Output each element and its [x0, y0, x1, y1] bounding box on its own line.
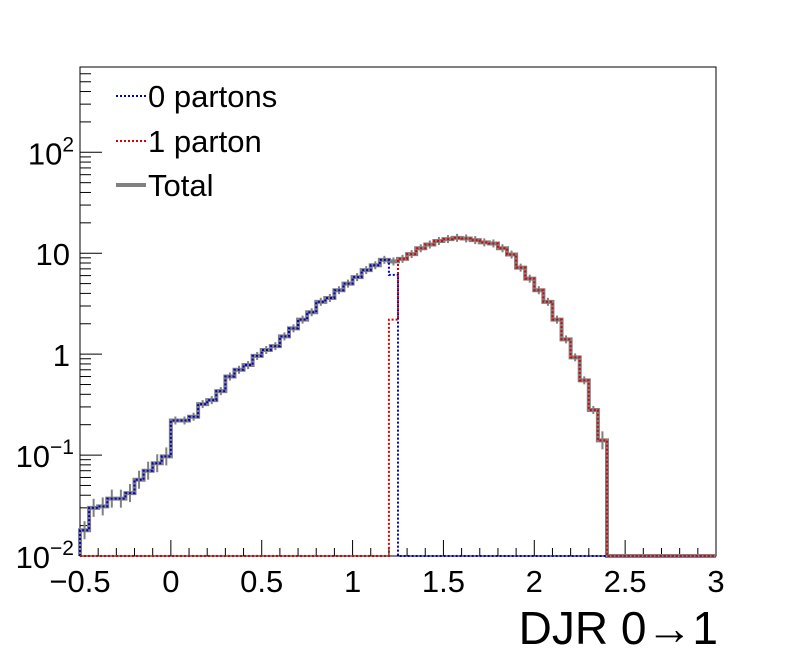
x-tick-label: −0.5 — [49, 564, 110, 599]
plot-frame-layer — [79, 66, 717, 557]
series-0-partons — [79, 258, 716, 557]
y-tick-label: 10−1 — [16, 436, 74, 474]
series-layer — [78, 233, 716, 558]
x-tick-label: 2.5 — [604, 564, 647, 599]
y-tick-label: 102 — [28, 133, 74, 171]
x-tick-label: 2 — [526, 564, 543, 599]
y-axis: 10−2 10−1 1 10 102 — [16, 66, 102, 575]
series-1-parton — [80, 236, 716, 557]
x-tick-label: 1.5 — [422, 564, 465, 599]
plot-frame — [79, 66, 717, 557]
x-tick-label: 0.5 — [240, 564, 283, 599]
x-tick-label: 1 — [344, 564, 361, 599]
x-tick-label: 0 — [162, 564, 179, 599]
y-tick-label: 10−2 — [16, 537, 74, 575]
y-tick-label: 1 — [53, 338, 70, 373]
legend: 0 partons 1 parton Total — [116, 79, 277, 203]
legend-label-0-partons: 0 partons — [148, 79, 277, 114]
x-axis-title: DJR 0→1 — [519, 602, 718, 654]
legend-label-total: Total — [148, 168, 213, 203]
x-tick-label: 3 — [707, 564, 724, 599]
x-axis: −0.5 0 0.5 1 1.5 2 2.5 3 — [49, 540, 725, 599]
y-tick-label: 10 — [36, 237, 70, 272]
legend-label-1-parton: 1 parton — [148, 124, 262, 159]
